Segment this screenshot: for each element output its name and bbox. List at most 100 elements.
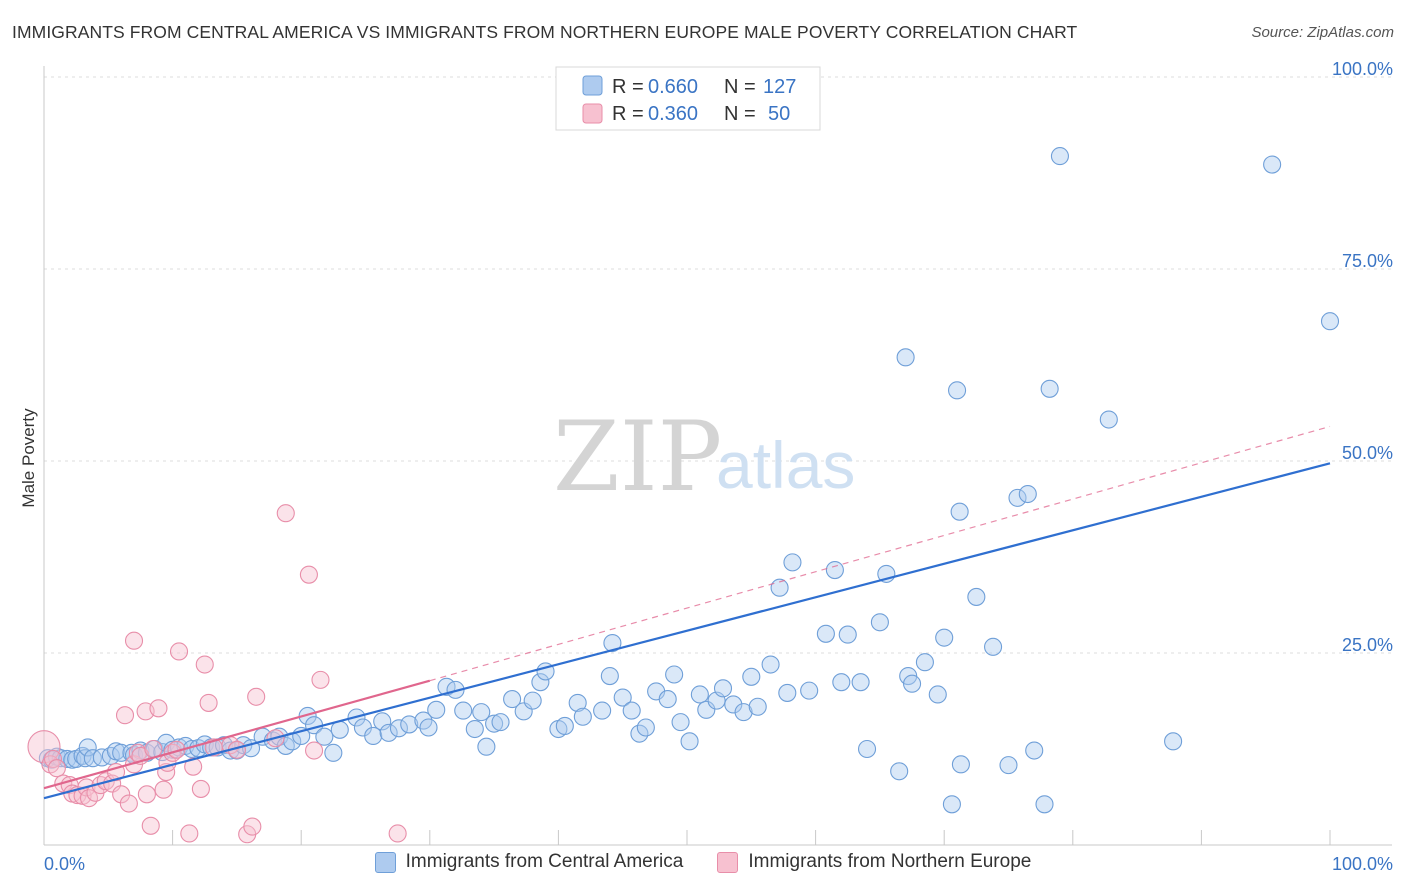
data-point — [838, 625, 857, 644]
data-point — [364, 726, 383, 745]
data-point — [967, 587, 986, 606]
legend-swatch-blue — [374, 851, 396, 873]
data-point — [184, 757, 203, 776]
data-point — [169, 642, 189, 661]
chart-title: IMMIGRANTS FROM CENTRAL AMERICA VS IMMIG… — [12, 22, 1078, 42]
data-point — [896, 348, 915, 367]
legend-label: Immigrants from Northern Europe — [748, 851, 1032, 872]
data-point — [761, 655, 780, 674]
data-point — [389, 719, 408, 738]
data-point — [1099, 410, 1118, 429]
data-point — [465, 719, 484, 739]
data-point — [613, 688, 632, 707]
data-point — [124, 631, 144, 650]
data-point — [141, 816, 160, 835]
y-tick-label: 25.0% — [1342, 635, 1393, 655]
data-point — [573, 707, 592, 726]
data-point — [154, 780, 173, 799]
y-axis-label: Male Poverty — [19, 408, 38, 508]
data-point — [928, 685, 947, 704]
watermark-atlas: atlas — [716, 428, 855, 502]
data-point — [825, 561, 844, 580]
series-central-america — [38, 147, 1340, 814]
source-credit: Source: ZipAtlas.com — [1251, 24, 1394, 41]
data-point — [902, 674, 922, 693]
data-point — [555, 716, 574, 736]
data-point — [311, 670, 330, 689]
stats-box: R = 0.660 N = 127 R = 0.360 N = 50 — [555, 66, 821, 131]
stats-r-value: 0.360 — [648, 103, 698, 125]
data-point — [870, 613, 889, 632]
data-point — [851, 673, 870, 692]
data-point — [195, 655, 214, 674]
stats-n-label: N = — [724, 103, 756, 125]
data-points — [27, 147, 1340, 844]
data-point — [112, 785, 131, 804]
tick-labels: 25.0% 50.0% 75.0% 100.0% 0.0% 100.0% — [44, 59, 1393, 874]
data-point — [593, 701, 612, 720]
stats-swatch-blue — [582, 75, 603, 96]
data-point — [1035, 795, 1054, 814]
data-point — [78, 738, 97, 757]
data-point — [247, 687, 266, 706]
data-point — [180, 824, 199, 843]
data-point — [388, 824, 407, 843]
data-point — [832, 673, 851, 692]
data-point — [636, 718, 655, 737]
legend-item-northern-europe[interactable]: Immigrants from Northern Europe — [717, 851, 1031, 873]
data-point — [622, 701, 641, 720]
data-point — [315, 727, 334, 746]
data-point — [857, 739, 877, 759]
x-tick-label: 100.0% — [1332, 854, 1393, 874]
data-point — [485, 714, 504, 733]
data-point — [951, 755, 970, 774]
data-point — [778, 683, 797, 702]
data-point — [724, 695, 743, 714]
y-tick-label: 100.0% — [1332, 59, 1393, 79]
data-point — [948, 381, 967, 400]
data-point — [472, 703, 491, 722]
data-point — [890, 762, 909, 781]
stats-r-label: R = — [612, 76, 644, 98]
data-point — [491, 713, 510, 732]
data-point — [665, 665, 684, 684]
stats-swatch-pink — [582, 103, 603, 124]
data-point — [1040, 379, 1059, 398]
series-northern-europe — [27, 504, 407, 844]
trend-line — [43, 679, 431, 790]
watermark: ZIP atlas — [553, 401, 855, 513]
data-point — [915, 653, 934, 672]
data-point — [748, 697, 767, 716]
stats-n-value: 127 — [763, 76, 796, 98]
data-point — [243, 817, 262, 836]
data-point — [680, 732, 699, 751]
data-point — [770, 578, 789, 597]
data-point — [276, 504, 295, 523]
data-point — [1025, 741, 1044, 760]
data-point — [373, 712, 392, 731]
data-point — [119, 794, 138, 813]
data-point — [477, 737, 496, 756]
data-point — [427, 700, 446, 719]
data-point — [734, 703, 753, 722]
data-point — [47, 759, 66, 778]
data-point — [330, 720, 349, 739]
data-point — [523, 691, 542, 710]
data-point — [115, 706, 135, 725]
x-tick-label: 0.0% — [44, 854, 85, 874]
legend-item-central-america[interactable]: Immigrants from Central America — [374, 851, 683, 873]
trend-line — [43, 462, 1331, 800]
data-point — [742, 667, 761, 686]
data-point — [1263, 155, 1282, 174]
stats-n-label: N = — [724, 76, 756, 98]
legend-swatch-pink — [717, 851, 739, 873]
data-point — [276, 736, 295, 755]
grid-lines — [44, 76, 1392, 654]
data-point — [950, 502, 969, 521]
data-point — [51, 749, 70, 768]
data-point — [324, 743, 343, 762]
stats-n-value: 50 — [768, 103, 790, 125]
data-point — [419, 718, 438, 737]
data-point — [942, 795, 961, 814]
data-point — [1050, 147, 1069, 166]
